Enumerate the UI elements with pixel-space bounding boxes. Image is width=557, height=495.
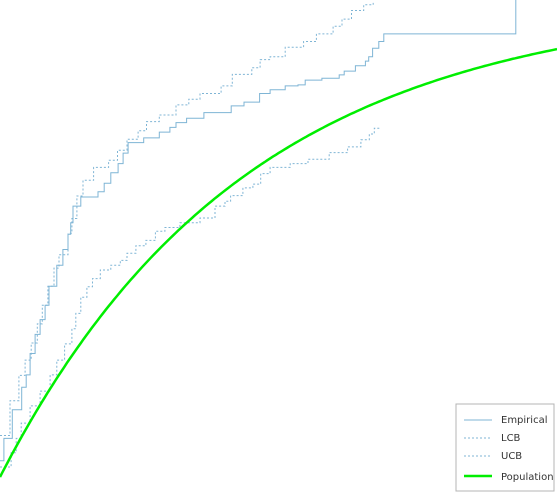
series-population-curve xyxy=(0,47,557,478)
series-ucb-line xyxy=(0,2,374,436)
legend: Empirical LCB UCB Population xyxy=(455,403,555,492)
plot-area xyxy=(0,0,557,478)
legend-label-population: Population xyxy=(501,472,554,483)
series-empirical-line xyxy=(0,0,517,462)
series-lcb-line xyxy=(0,126,380,468)
legend-label-ucb: UCB xyxy=(501,451,522,462)
legend-label-empirical: Empirical xyxy=(501,415,547,426)
legend-label-lcb: LCB xyxy=(501,433,521,444)
